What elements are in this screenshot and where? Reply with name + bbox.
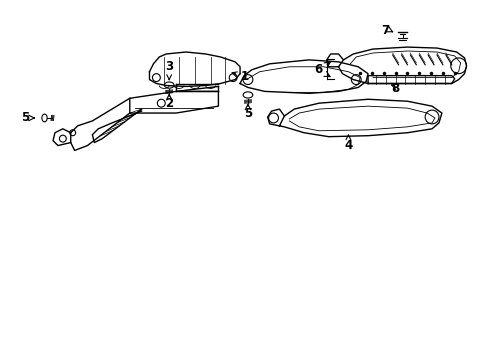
- Text: 5: 5: [21, 112, 29, 125]
- Text: 4: 4: [344, 135, 352, 152]
- Text: 3: 3: [165, 60, 173, 80]
- Text: 8: 8: [391, 82, 399, 95]
- Text: 6: 6: [314, 63, 322, 76]
- Text: 5: 5: [244, 107, 251, 120]
- Text: 1: 1: [232, 70, 248, 83]
- Text: 2: 2: [165, 97, 173, 110]
- Text: 7: 7: [381, 24, 389, 37]
